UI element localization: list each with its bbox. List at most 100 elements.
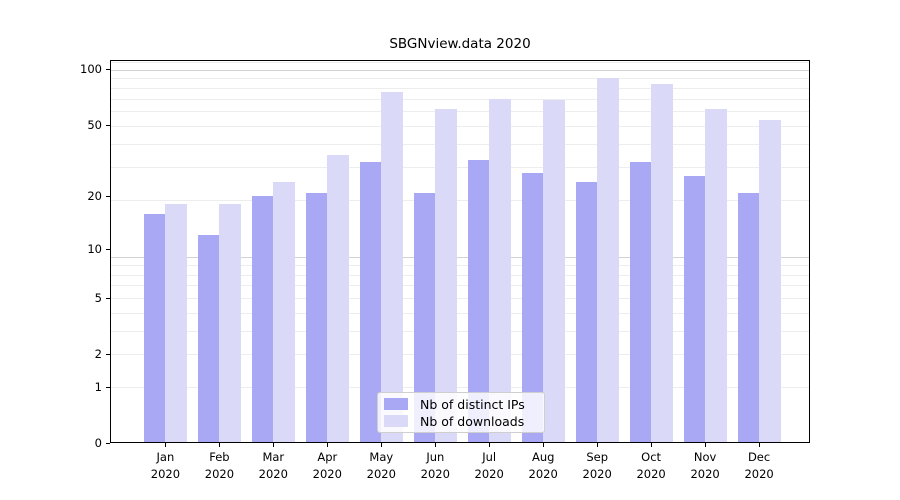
x-tick-mark — [380, 443, 382, 447]
x-tick-year: 2020 — [150, 466, 181, 481]
minor-gridline — [110, 285, 810, 287]
bar-nb-of-distinct-ips-jan — [143, 213, 166, 443]
x-tick-year: 2020 — [690, 466, 720, 481]
x-tick-mark — [218, 443, 220, 447]
bar-nb-of-downloads-jul — [489, 98, 511, 443]
x-tick-year: 2020 — [636, 466, 666, 481]
minor-gridline — [110, 78, 810, 80]
x-tick-mark — [326, 443, 328, 447]
minor-gridline — [110, 330, 810, 332]
y-tick-mark — [105, 354, 110, 356]
x-tick-mark — [650, 443, 652, 447]
minor-gridline — [110, 144, 810, 146]
bar-nb-of-distinct-ips-oct — [629, 162, 652, 443]
y-tick-label: 1 — [94, 379, 102, 394]
y-tick-label: 20 — [87, 189, 102, 204]
bar-nb-of-distinct-ips-feb — [197, 235, 220, 443]
minor-gridline — [110, 297, 810, 299]
chart-title: SBGNview.data 2020 — [389, 36, 531, 52]
x-tick-year: 2020 — [528, 466, 558, 481]
x-tick-mark — [434, 443, 436, 447]
x-tick-mark — [272, 443, 274, 447]
x-tick-month: Apr — [317, 450, 338, 464]
x-tick-mark — [704, 443, 706, 447]
bar-nb-of-distinct-ips-apr — [305, 192, 328, 443]
y-tick-label: 10 — [87, 241, 102, 256]
y-tick-label: 100 — [80, 62, 102, 77]
x-tick-year: 2020 — [744, 466, 774, 481]
minor-gridline — [110, 354, 810, 355]
x-tick-label-aug: Aug 2020 — [511, 449, 575, 482]
x-tick-label-may: May 2020 — [349, 449, 413, 482]
x-tick-label-mar: Mar 2020 — [241, 449, 305, 482]
x-tick-year: 2020 — [474, 466, 504, 481]
bar-nb-of-downloads-oct — [651, 84, 673, 443]
y-tick-mark — [105, 124, 110, 126]
x-tick-label-feb: Feb 2020 — [187, 449, 251, 482]
bar-nb-of-distinct-ips-jun — [413, 192, 436, 443]
minor-gridline — [110, 265, 810, 266]
x-tick-label-jun: Jun 2020 — [403, 449, 467, 482]
x-tick-label-oct: Oct 2020 — [619, 449, 683, 482]
bar-nb-of-downloads-nov — [705, 108, 727, 443]
bar-nb-of-downloads-jan — [165, 204, 187, 443]
minor-gridline — [110, 62, 810, 64]
legend-swatch-downloads — [384, 415, 408, 427]
major-gridline — [110, 69, 810, 71]
minor-gridline — [110, 386, 810, 388]
x-tick-label-nov: Nov 2020 — [673, 449, 737, 482]
x-tick-month: Dec — [747, 450, 771, 464]
x-tick-label-jan: Jan 2020 — [133, 449, 197, 482]
major-gridline — [110, 256, 810, 258]
x-tick-month: May — [369, 450, 394, 464]
legend-item-distinct-ips: Nb of distinct IPs — [384, 396, 536, 412]
legend-swatch-distinct-ips — [384, 398, 408, 410]
y-tick-mark — [105, 196, 110, 198]
bar-nb-of-downloads-apr — [327, 155, 349, 443]
x-tick-year: 2020 — [312, 466, 342, 481]
legend-label-distinct-ips: Nb of distinct IPs — [420, 396, 525, 412]
x-tick-label-jul: Jul 2020 — [457, 449, 521, 482]
y-tick-mark — [105, 443, 110, 445]
x-tick-mark — [758, 443, 760, 447]
legend: Nb of distinct IPs Nb of downloads — [377, 392, 545, 433]
y-tick-label: 50 — [87, 117, 102, 132]
bar-nb-of-downloads-feb — [219, 204, 241, 443]
bar-nb-of-downloads-sep — [597, 77, 619, 443]
y-tick-label: 0 — [94, 436, 102, 450]
x-tick-label-dec: Dec 2020 — [727, 449, 791, 482]
x-tick-mark — [596, 443, 598, 447]
x-tick-mark — [488, 443, 490, 447]
x-tick-label-apr: Apr 2020 — [295, 449, 359, 482]
x-tick-month: Jan — [156, 450, 175, 464]
y-tick-label: 2 — [94, 347, 102, 361]
x-tick-month: Jul — [482, 450, 497, 464]
bar-nb-of-downloads-dec — [759, 119, 781, 443]
x-tick-year: 2020 — [582, 466, 612, 481]
legend-item-downloads: Nb of downloads — [384, 413, 536, 429]
minor-gridline — [110, 200, 810, 202]
x-tick-month: Aug — [531, 450, 555, 464]
x-tick-year: 2020 — [420, 466, 450, 481]
minor-gridline — [110, 274, 810, 276]
bar-nb-of-distinct-ips-mar — [251, 196, 274, 443]
bar-nb-of-downloads-mar — [273, 182, 295, 443]
x-tick-month: Jun — [426, 450, 445, 464]
bar-nb-of-downloads-aug — [543, 100, 565, 443]
x-tick-year: 2020 — [366, 466, 396, 481]
minor-gridline — [110, 167, 810, 169]
bar-nb-of-distinct-ips-dec — [737, 192, 760, 443]
x-tick-year: 2020 — [258, 466, 288, 481]
bar-nb-of-downloads-jun — [435, 108, 457, 443]
x-tick-month: Feb — [209, 450, 230, 464]
minor-gridline — [110, 312, 810, 314]
y-tick-mark — [105, 386, 110, 388]
x-tick-month: Mar — [262, 450, 285, 464]
y-tick-mark — [105, 248, 110, 250]
x-tick-mark — [164, 443, 166, 447]
legend-label-downloads: Nb of downloads — [420, 413, 525, 429]
x-tick-month: Nov — [693, 450, 717, 464]
y-tick-mark — [105, 297, 110, 299]
x-tick-label-sep: Sep 2020 — [565, 449, 629, 482]
